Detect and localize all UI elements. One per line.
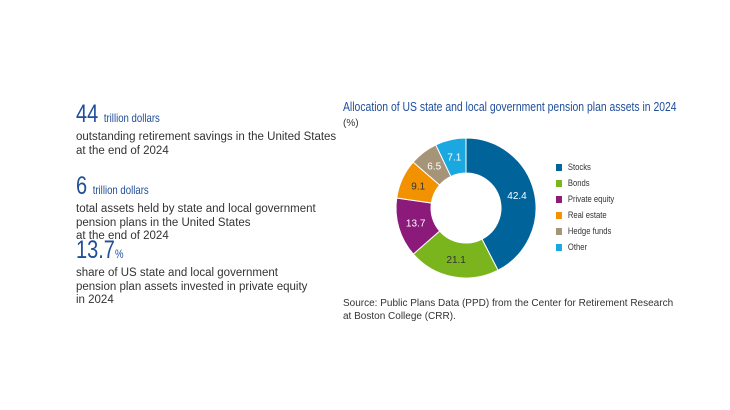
legend-label: Real estate [567, 210, 607, 220]
chart-title: Allocation of US state and local governm… [343, 99, 677, 114]
data-label: 9.1 [411, 182, 425, 193]
legend-label: Other [567, 242, 588, 252]
donut-chart: 42.4 21.1 13.7 9.16.5 7.1 [395, 137, 537, 279]
data-label: 21.1 [446, 255, 466, 266]
chart-unit-label: (%) [343, 118, 359, 129]
stat-unit: trillion dollars [103, 111, 160, 125]
stat-desc: pension plans in the United States [76, 216, 251, 229]
stat-pension-assets: 6 trillion dollars total assets held by … [76, 173, 316, 244]
data-label: 7.1 [447, 152, 461, 163]
stat-desc: total assets held by state and local gov… [76, 203, 316, 215]
legend-item: Other [556, 242, 587, 252]
stat-value: 13.7 [76, 236, 115, 264]
legend-item: Stocks [556, 162, 591, 172]
slice-stocks [465, 137, 537, 271]
stat-desc: in 2024 [76, 294, 114, 306]
source-note: Source: Public Plans Data (PPD) from the… [343, 297, 673, 323]
legend-item: Bonds [556, 178, 590, 188]
data-label: 42.4 [507, 191, 527, 202]
legend-swatch [556, 163, 562, 171]
stat-private-equity-share: 13.7% share of US state and local govern… [76, 237, 307, 308]
legend-item: Private equity [556, 194, 614, 204]
stat-desc: share of US state and local government [76, 267, 279, 279]
legend-swatch [556, 179, 562, 187]
legend-item: Real estate [556, 210, 607, 220]
legend-label: Private equity [567, 194, 615, 204]
stat-unit: trillion dollars [92, 183, 149, 197]
source-line: Source: Public Plans Data (PPD) from the… [343, 298, 674, 309]
stat-desc: at the end of 2024 [76, 230, 169, 242]
stat-value: 6 [76, 172, 88, 200]
legend-label: Hedge funds [567, 226, 612, 236]
stat-desc: outstanding retirement savings in the Un… [76, 131, 337, 143]
stat-desc: pension plan assets invested in private … [76, 280, 308, 293]
stat-retirement-savings: 44 trillion dollars outstanding retireme… [76, 101, 336, 158]
slice-other [435, 137, 467, 178]
stat-desc: at the end of 2024 [76, 144, 169, 157]
data-label: 13.7 [406, 218, 426, 229]
stat-unit: % [114, 247, 124, 261]
legend-swatch [556, 227, 562, 235]
legend-swatch [556, 211, 562, 219]
legend-swatch [556, 195, 562, 203]
data-label: 6.5 [427, 162, 441, 173]
legend-swatch [556, 243, 562, 251]
source-line: at Boston College (CRR). [343, 311, 456, 322]
stat-value: 44 [76, 100, 99, 128]
legend-label: Stocks [567, 162, 591, 172]
legend-label: Bonds [567, 178, 590, 188]
legend-item: Hedge funds [556, 226, 611, 236]
